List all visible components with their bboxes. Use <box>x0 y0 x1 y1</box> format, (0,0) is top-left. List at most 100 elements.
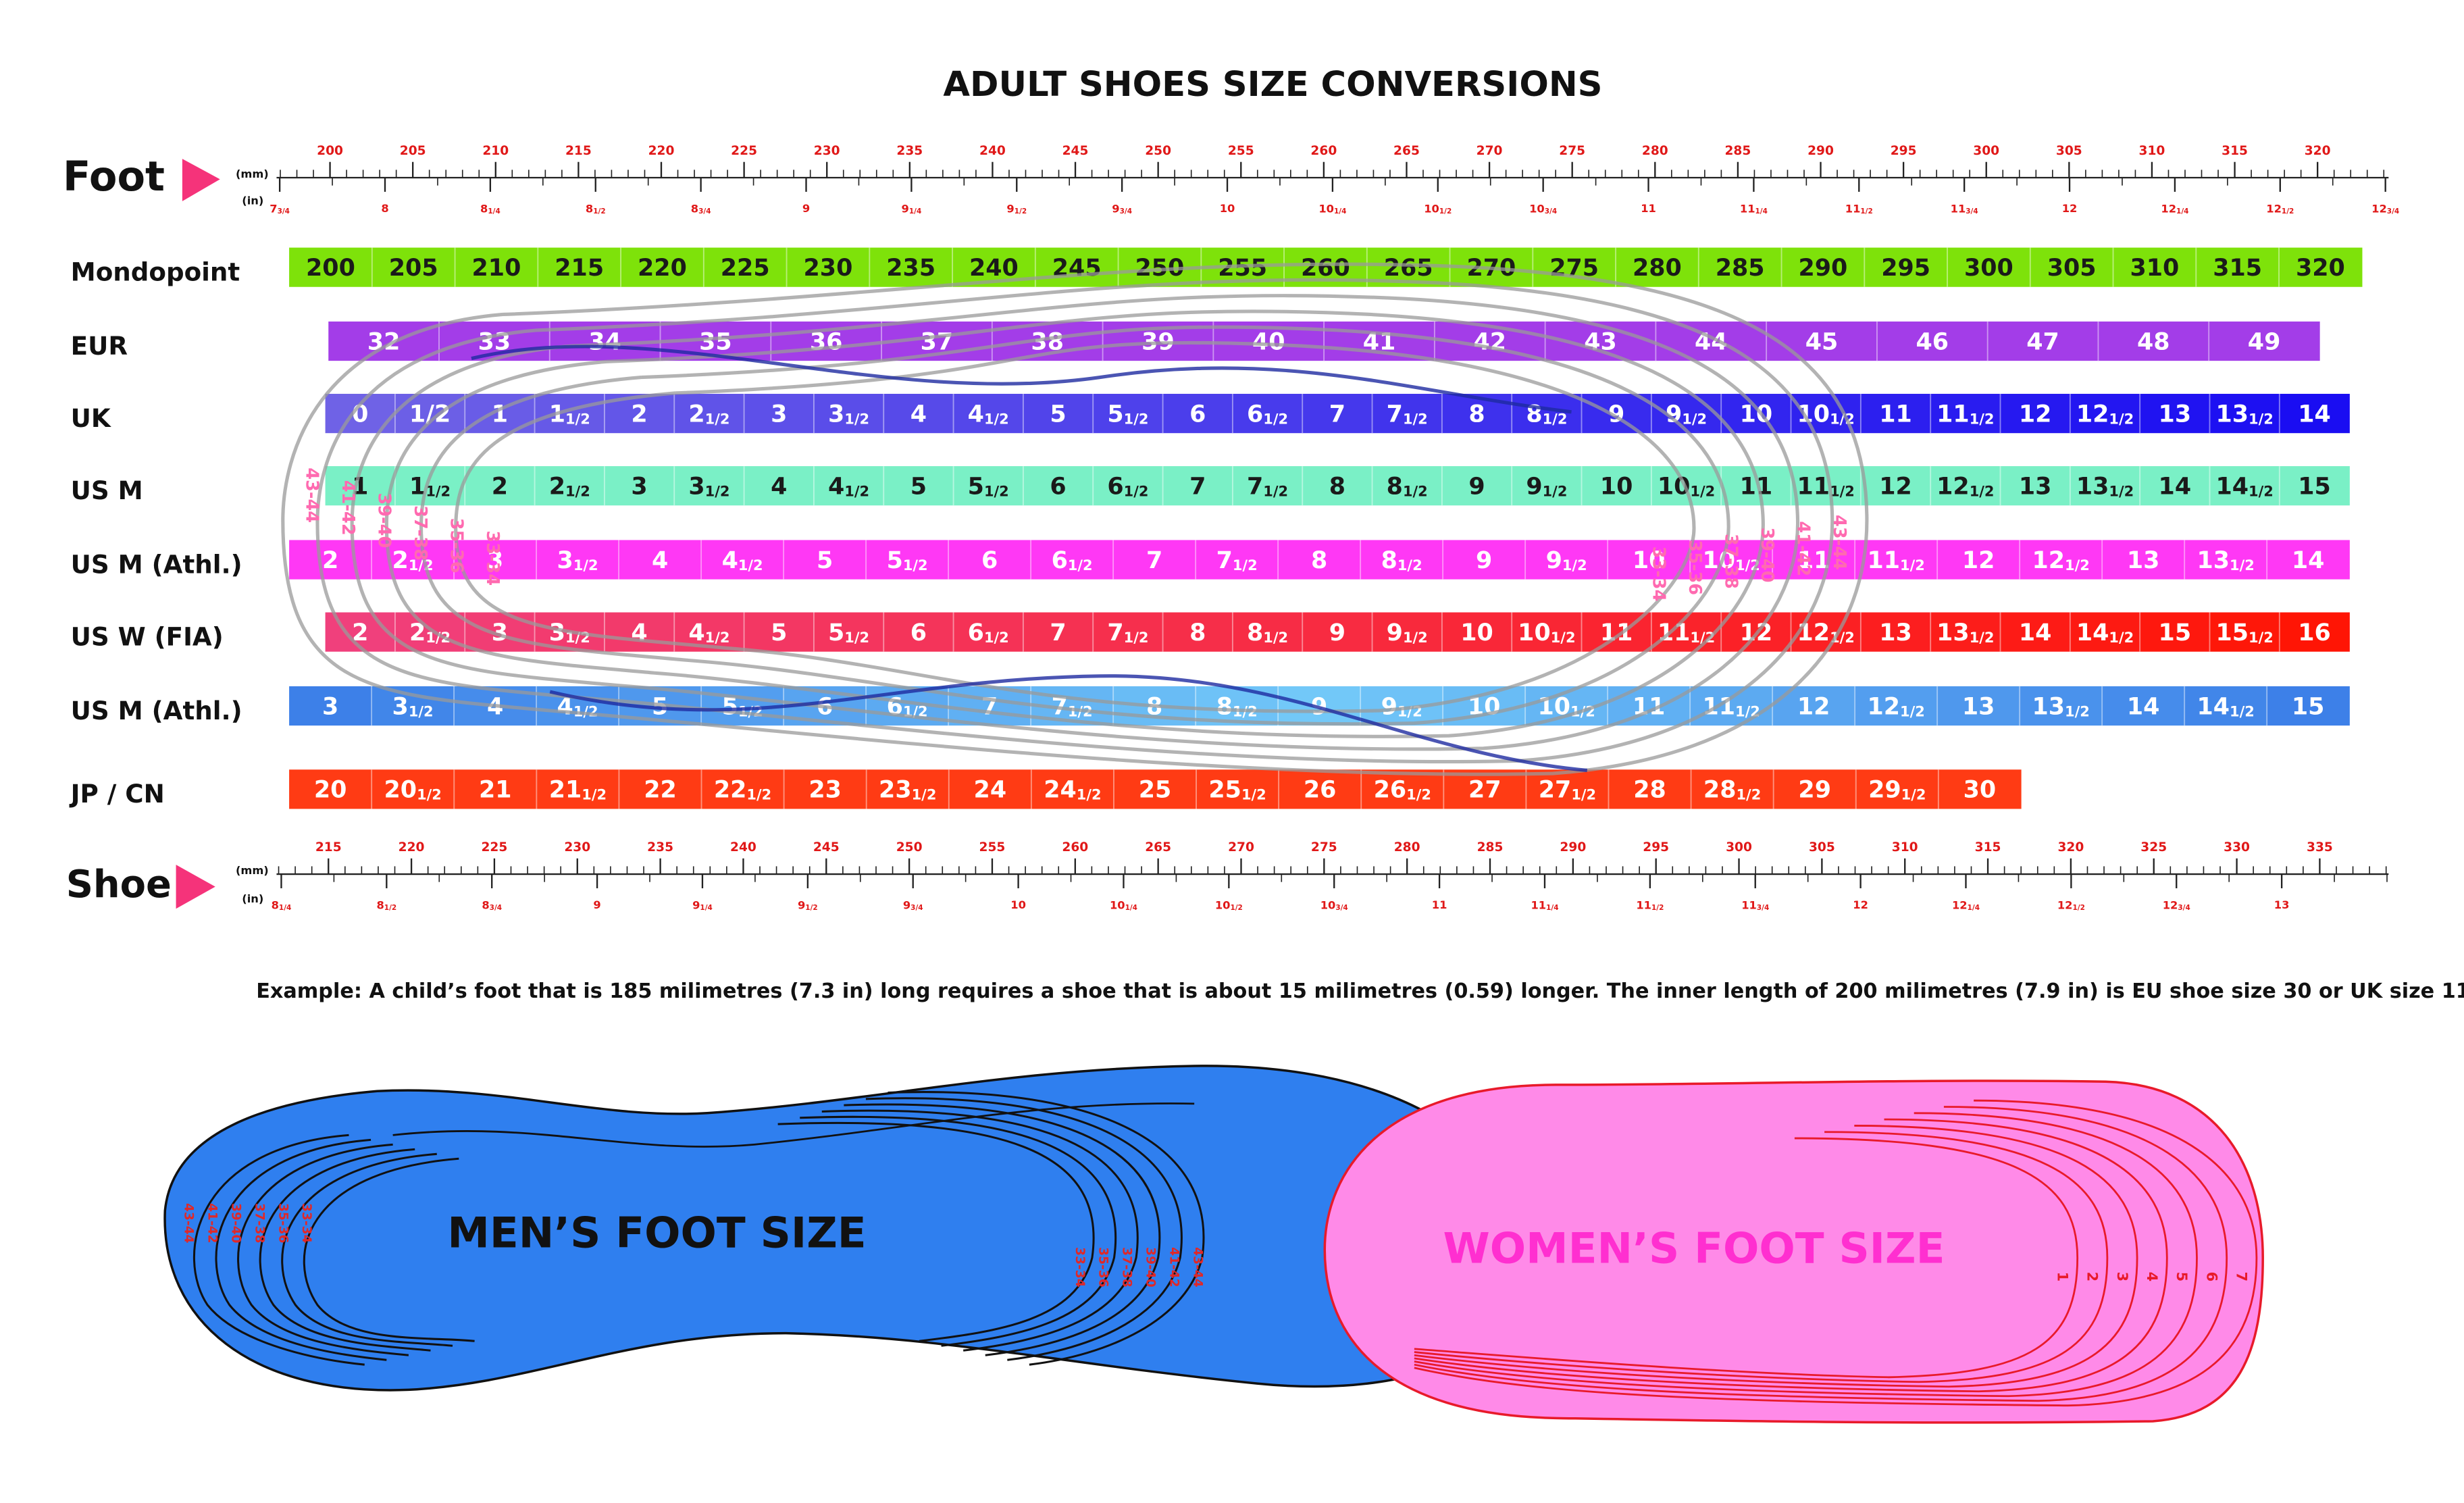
ruler-mm-label: 305 <box>1809 840 1835 855</box>
size-cell-label-whole: 3 <box>828 401 844 428</box>
size-cell <box>1860 394 1931 434</box>
ruler-in-label-fraction: 3/4 <box>2387 207 2399 215</box>
size-cell-label: 8 <box>1189 619 1206 646</box>
size-cell <box>953 394 1024 434</box>
ruler-mm-label: 320 <box>2305 144 2331 158</box>
ruler-mm-label: 335 <box>2307 840 2333 855</box>
size-cell-label: 36 <box>810 328 843 355</box>
size-cell-label-whole: 23 <box>879 777 912 804</box>
size-cell-label-fraction: 1/2 <box>565 411 590 427</box>
size-cell <box>1525 540 1608 580</box>
size-cell-label-fraction: 1/2 <box>984 411 1009 427</box>
womens-label: WOMEN’S FOOT SIZE <box>1443 1224 1945 1273</box>
size-cell <box>2020 540 2103 580</box>
size-cell-label: 295 <box>1881 255 1930 282</box>
ruler-in-label: 93/4 <box>1112 202 1132 215</box>
size-cell-label-whole: 3 <box>549 619 565 646</box>
womens-size-label: 7 <box>2234 1272 2250 1282</box>
ruler-in-label: 10 <box>1220 202 1235 215</box>
size-cell-label-whole: 26 <box>1374 777 1407 804</box>
size-cell-label: 231/2 <box>879 777 936 804</box>
mens-size-label: 35-36 <box>276 1203 290 1244</box>
size-cell-label-fraction: 1/2 <box>1543 483 1568 499</box>
size-cell-label: 111/2 <box>1797 473 1855 500</box>
size-cell-label-whole: 4 <box>722 547 738 574</box>
ruler-in-label-whole: 9 <box>902 202 909 215</box>
size-cell-label: 31/2 <box>828 401 869 428</box>
size-cell <box>1930 394 2001 434</box>
ruler-mm-label: 300 <box>1973 144 1999 158</box>
size-cell-label-whole: 13 <box>2197 547 2230 574</box>
size-cell-label: 285 <box>1716 255 1765 282</box>
ruler-in-label-fraction: 3/4 <box>2178 904 2190 912</box>
mens-contour <box>844 1103 1161 1356</box>
ruler-in-label-whole: 12 <box>1952 898 1968 911</box>
ruler-in-label: 13 <box>2274 898 2290 911</box>
size-cell <box>883 394 954 434</box>
size-cell-label: 81/2 <box>1247 619 1288 646</box>
mens-contour <box>303 1157 475 1342</box>
ruler-in-label-fraction: 1/2 <box>593 207 605 215</box>
size-cell-label: 4 <box>771 473 787 500</box>
mens-contour <box>259 1148 431 1352</box>
ruler-mm-label: 315 <box>1975 840 2001 855</box>
ruler-in-label-fraction: 1/2 <box>384 904 396 912</box>
size-cell-label: 11/2 <box>409 473 451 500</box>
size-cell-label-whole: 12 <box>1867 693 1900 720</box>
ruler-in-label: 81/4 <box>272 898 292 912</box>
womens-contour <box>1414 1137 2079 1379</box>
size-cell-label-fraction: 1/2 <box>1406 787 1431 803</box>
size-cell-label-whole: 8 <box>1247 619 1263 646</box>
size-cell-label: 3 <box>771 401 787 428</box>
size-cell-label-whole: 15 <box>2215 619 2249 646</box>
ruler-in-label: 101/2 <box>1424 202 1452 215</box>
ruler-in-label-fraction: 1/4 <box>1125 904 1137 912</box>
size-cell-label: 21/2 <box>392 547 434 574</box>
size-cell-label: 20 <box>314 777 347 804</box>
foot-arrow <box>182 159 220 201</box>
womens-size-label: 2 <box>2084 1272 2101 1282</box>
size-cell-label: 3 <box>631 473 647 500</box>
ruler-in-label: 93/4 <box>903 898 923 912</box>
size-cell <box>1302 466 1373 506</box>
womens-contour <box>1414 1106 2228 1402</box>
ruler-mm-label: 245 <box>813 840 840 855</box>
size-cell-label: 261/2 <box>1374 777 1431 804</box>
size-cell-label: 13 <box>1962 693 1995 720</box>
ruler-in-label-whole: 11 <box>1531 898 1546 911</box>
size-cell-label: 61/2 <box>1052 547 1093 574</box>
ruler-mm-label: 220 <box>648 144 675 158</box>
size-cell-label: 27 <box>1468 777 1502 804</box>
size-cell <box>744 394 815 434</box>
ruler-mm-label: 260 <box>1310 144 1337 158</box>
size-cell-label: 61/2 <box>968 619 1009 646</box>
size-cell-label-fraction: 1/2 <box>1543 411 1568 427</box>
ruler-mm-label: 200 <box>317 144 343 158</box>
size-cell <box>371 247 456 287</box>
size-cell-label: 235 <box>886 255 935 282</box>
size-cell-label-whole: 28 <box>1703 777 1737 804</box>
size-cell <box>784 769 867 809</box>
size-cell-label-fraction: 1/2 <box>1690 483 1715 499</box>
size-cell-label: 7 <box>1050 619 1066 646</box>
ruler-mm-label: 290 <box>1560 840 1586 855</box>
size-cell-label-whole: 3 <box>688 473 704 500</box>
size-cell <box>1093 394 1164 434</box>
size-cell-label-whole: 9 <box>1526 473 1542 500</box>
overlay-outline <box>419 325 1730 726</box>
womens-size-label: 1 <box>2054 1272 2070 1282</box>
ruler-mm-label: 285 <box>1724 144 1751 158</box>
size-cell-label-whole: 12 <box>2076 401 2109 428</box>
ruler-mm-label: 265 <box>1393 144 1420 158</box>
size-cell <box>2279 466 2350 506</box>
ruler-mm-label: 235 <box>647 840 673 855</box>
size-cell <box>2184 686 2267 726</box>
size-cell <box>2000 466 2071 506</box>
size-cell-label: 5 <box>1050 401 1066 428</box>
size-cell-label: 210 <box>472 255 521 282</box>
size-cell <box>1656 321 1767 361</box>
size-cell-label-whole: 6 <box>1052 547 1068 574</box>
size-cell-label-fraction: 1/2 <box>1263 630 1288 646</box>
size-cell <box>1278 686 1361 726</box>
size-cell <box>1162 612 1233 652</box>
